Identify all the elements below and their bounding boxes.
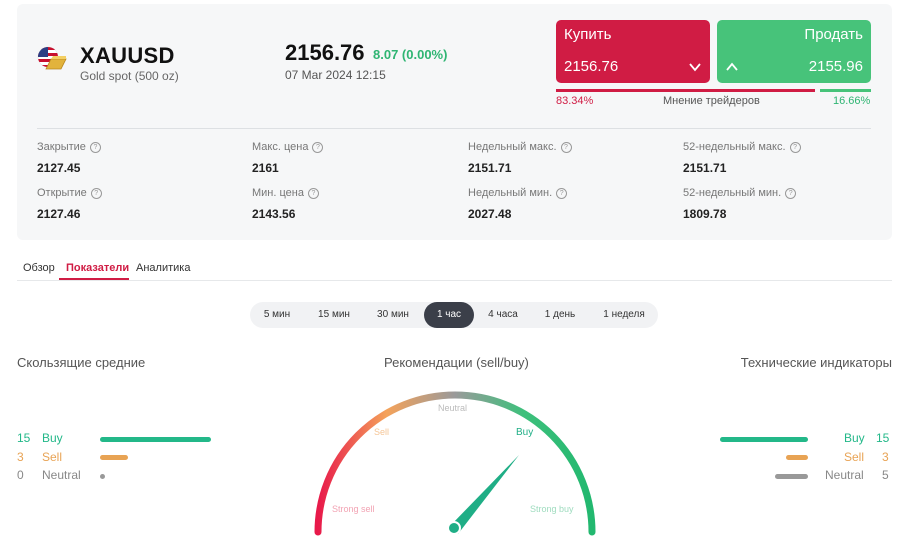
chevron-down-icon <box>689 63 701 72</box>
sell-button-label: Продать <box>804 26 863 43</box>
ti-buy-label: Buy <box>844 431 865 445</box>
sentiment-sell-percent: 16.66% <box>833 95 871 107</box>
sentiment-sell-bar <box>820 89 871 92</box>
gauge-buy-label: Buy <box>516 427 534 438</box>
timeframe-4h[interactable]: 4 часа <box>488 309 518 320</box>
ti-buy-bar <box>720 437 808 442</box>
ma-neutral-label: Neutral <box>42 468 81 482</box>
tabs-divider <box>17 280 892 281</box>
gauge-neutral-label: Neutral <box>438 403 468 413</box>
ma-sell-count: 3 <box>17 450 24 464</box>
timeframe-1h[interactable]: 1 час <box>424 302 474 328</box>
stat-52w-max-value: 2151.71 <box>683 161 727 175</box>
timeframe-1w[interactable]: 1 неделя <box>603 309 645 320</box>
stat-close-value: 2127.45 <box>37 161 81 175</box>
instrument-symbol: XAUUSD <box>80 43 175 68</box>
stat-week-min-label: Недельный мин.? <box>468 187 568 199</box>
sentiment-buy-percent: 83.34% <box>556 95 594 107</box>
stat-52w-min-label: 52-недельный мин.? <box>683 187 797 199</box>
ti-neutral-count: 5 <box>882 468 889 482</box>
timeframe-1d[interactable]: 1 день <box>544 309 576 320</box>
ti-sell-count: 3 <box>882 450 889 464</box>
gold-bar-flag-icon <box>37 46 67 70</box>
stat-52w-max-label: 52-недельный макс.? <box>683 141 801 153</box>
stat-52w-min-value: 1809.78 <box>683 207 727 221</box>
stat-open-label: Открытие? <box>37 187 102 199</box>
gauge-pivot <box>447 521 461 535</box>
stat-open-value: 2127.46 <box>37 207 81 221</box>
help-icon[interactable]: ? <box>90 188 102 199</box>
quote-datetime: 07 Mar 2024 12:15 <box>285 68 386 82</box>
ma-buy-label: Buy <box>42 431 63 445</box>
sell-price: 2155.96 <box>808 58 863 75</box>
technical-indicators-title: Технические индикаторы <box>740 355 892 370</box>
stat-week-min-value: 2027.48 <box>468 207 512 221</box>
timeframe-5m[interactable]: 5 мин <box>263 309 291 320</box>
help-icon[interactable]: ? <box>789 142 801 153</box>
buy-price: 2156.76 <box>564 58 619 75</box>
ma-neutral-bar <box>100 474 105 479</box>
ma-buy-count: 15 <box>17 431 31 445</box>
card-divider <box>37 128 871 129</box>
ti-sell-bar <box>786 455 808 460</box>
moving-averages-title: Скользящие средние <box>17 355 146 370</box>
tab-overview[interactable]: Обзор <box>23 262 55 274</box>
tab-indicators[interactable]: Показатели <box>66 262 130 274</box>
recommendations-title: Рекомендации (sell/buy) <box>384 355 529 370</box>
ma-buy-bar <box>100 437 211 442</box>
stat-close-label: Закрытие? <box>37 141 101 153</box>
gauge-arc <box>314 391 596 536</box>
recommendation-gauge <box>314 391 596 536</box>
ti-buy-count: 15 <box>876 431 890 445</box>
timeframe-30m[interactable]: 30 мин <box>377 309 409 320</box>
buy-button[interactable]: Купить 2156.76 <box>556 20 710 83</box>
help-icon[interactable]: ? <box>307 188 319 199</box>
instrument-description: Gold spot (500 oz) <box>80 69 179 83</box>
ti-neutral-bar <box>775 474 808 479</box>
help-icon[interactable]: ? <box>312 142 324 153</box>
buy-button-label: Купить <box>564 26 612 43</box>
help-icon[interactable]: ? <box>560 142 572 153</box>
gauge-needle <box>450 455 519 534</box>
stat-max-label: Макс. цена? <box>252 141 324 153</box>
stat-min-value: 2143.56 <box>252 207 296 221</box>
gauge-strong-buy-label: Strong buy <box>530 504 574 514</box>
ma-sell-label: Sell <box>42 450 63 464</box>
sentiment-buy-bar <box>556 89 815 92</box>
gauge-sell-label: Sell <box>374 427 390 437</box>
price-change: 8.07 (0.00%) <box>373 47 448 62</box>
stat-week-max-value: 2151.71 <box>468 161 512 175</box>
current-price: 2156.76 <box>285 40 365 65</box>
tab-analytics[interactable]: Аналитика <box>136 262 191 274</box>
sentiment-label: Мнение трейдеров <box>663 95 760 107</box>
ma-sell-bar <box>100 455 128 460</box>
ti-sell-label: Sell <box>844 450 865 464</box>
ma-neutral-count: 0 <box>17 468 24 482</box>
sell-button[interactable]: Продать 2155.96 <box>717 20 871 83</box>
stat-week-max-label: Недельный макс.? <box>468 141 572 153</box>
timeframe-15m[interactable]: 15 мин <box>318 309 350 320</box>
help-icon[interactable]: ? <box>785 188 797 199</box>
stat-min-label: Мин. цена? <box>252 187 319 199</box>
stat-max-value: 2161 <box>252 161 279 175</box>
gauge-strong-sell-label: Strong sell <box>332 504 375 514</box>
chevron-up-icon <box>726 62 738 71</box>
help-icon[interactable]: ? <box>89 142 101 153</box>
help-icon[interactable]: ? <box>556 188 568 199</box>
active-tab-indicator <box>59 278 129 280</box>
ti-neutral-label: Neutral <box>825 468 864 482</box>
